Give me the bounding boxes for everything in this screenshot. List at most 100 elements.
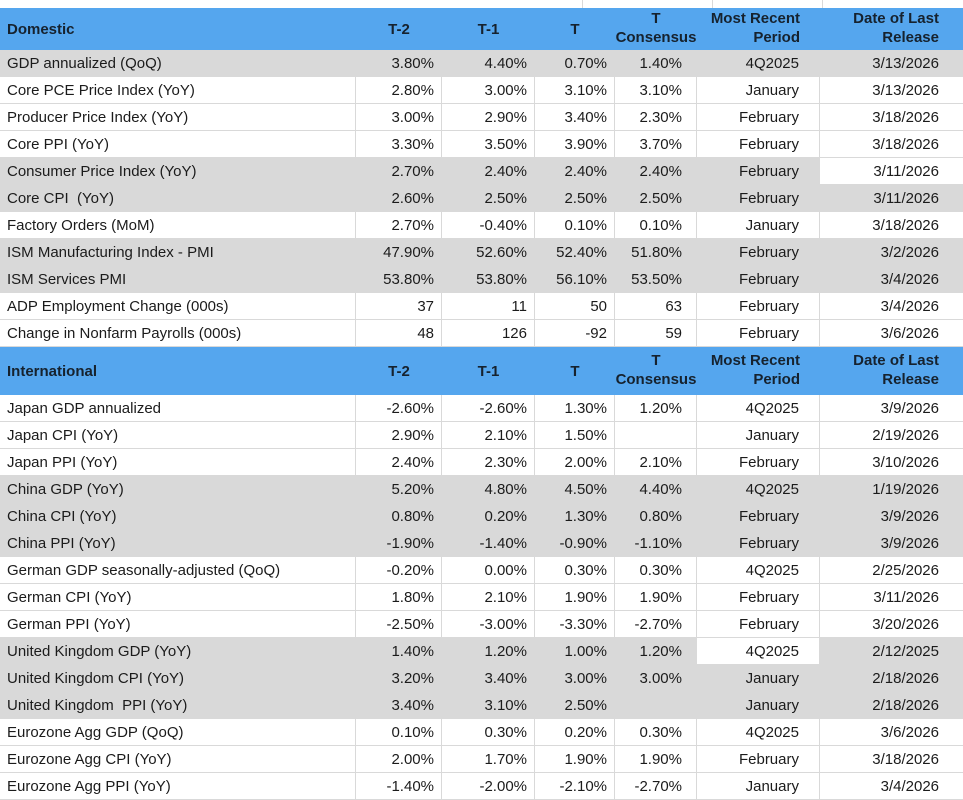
row-label-cell[interactable]: Eurozone Agg GDP (QoQ) [0, 719, 356, 745]
consensus-value-cell[interactable]: 1.90% [615, 746, 697, 772]
t2-value-cell[interactable]: 2.80% [356, 77, 442, 103]
t-value-cell[interactable]: 56.10% [535, 266, 615, 292]
consensus-value-cell[interactable]: 59 [615, 320, 697, 346]
column-header-t2[interactable]: T-2 [388, 20, 410, 38]
most-recent-period-cell[interactable]: February [697, 530, 820, 556]
most-recent-period-cell[interactable]: February [697, 611, 820, 637]
t1-value-cell[interactable]: 3.50% [442, 131, 535, 157]
t2-value-cell[interactable]: 2.70% [356, 212, 442, 238]
date-of-last-release-cell[interactable]: 2/12/2025 [872, 642, 939, 660]
most-recent-period-cell[interactable]: January [697, 665, 820, 691]
row-label-cell[interactable]: China PPI (YoY) [0, 530, 356, 556]
t-value-cell[interactable]: -0.90% [535, 530, 615, 556]
t1-value-cell[interactable]: 3.00% [442, 77, 535, 103]
consensus-value-cell[interactable]: 2.40% [615, 158, 697, 184]
date-of-last-release-cell[interactable]: 3/4/2026 [880, 297, 939, 315]
consensus-value-cell[interactable] [615, 692, 697, 718]
t2-value-cell[interactable]: -2.60% [356, 395, 442, 421]
t2-value-cell[interactable]: 2.90% [356, 422, 442, 448]
row-label-cell[interactable]: United Kingdom CPI (YoY) [0, 665, 356, 691]
t2-value-cell[interactable]: 2.70% [356, 158, 442, 184]
date-of-last-release-cell[interactable]: 2/18/2026 [872, 669, 939, 687]
column-header-most-recent-period[interactable]: Most Recent Period [697, 8, 820, 50]
most-recent-period-cell[interactable]: February [697, 158, 820, 184]
consensus-value-cell[interactable]: -1.10% [615, 530, 697, 556]
date-of-last-release-cell[interactable]: 2/18/2026 [872, 696, 939, 714]
column-header-t[interactable]: T [570, 20, 580, 38]
t2-value-cell[interactable]: 0.10% [356, 719, 442, 745]
most-recent-period-cell[interactable]: February [697, 104, 820, 130]
date-of-last-release-cell[interactable]: 3/6/2026 [880, 324, 939, 342]
row-label-cell[interactable]: China CPI (YoY) [0, 503, 356, 529]
t2-value-cell[interactable]: 1.80% [356, 584, 442, 610]
date-of-last-release-cell[interactable]: 3/18/2026 [872, 135, 939, 153]
t-value-cell[interactable]: -2.10% [535, 773, 615, 799]
row-label-cell[interactable]: Change in Nonfarm Payrolls (000s) [0, 320, 356, 346]
column-header-t[interactable]: T [570, 362, 580, 380]
most-recent-period-cell[interactable]: February [697, 584, 820, 610]
consensus-value-cell[interactable]: 0.30% [615, 719, 697, 745]
consensus-value-cell[interactable]: 0.30% [615, 557, 697, 583]
t2-value-cell[interactable]: 3.80% [356, 50, 442, 76]
t1-value-cell[interactable]: -2.60% [442, 395, 535, 421]
t-value-cell[interactable]: 0.30% [535, 557, 615, 583]
t2-value-cell[interactable]: 2.00% [356, 746, 442, 772]
t-value-cell[interactable]: 3.40% [535, 104, 615, 130]
row-label-cell[interactable]: Eurozone Agg PPI (YoY) [0, 773, 356, 799]
t-value-cell[interactable]: 2.50% [535, 692, 615, 718]
date-of-last-release-cell[interactable]: 2/19/2026 [872, 426, 939, 444]
date-of-last-release-cell[interactable]: 3/4/2026 [880, 777, 939, 795]
t1-value-cell[interactable]: -0.40% [442, 212, 535, 238]
consensus-value-cell[interactable]: 51.80% [615, 239, 697, 265]
column-header-t-consensus[interactable]: T Consensus [615, 8, 697, 50]
date-of-last-release-cell[interactable]: 3/13/2026 [872, 81, 939, 99]
row-label-cell[interactable]: German GDP seasonally-adjusted (QoQ) [0, 557, 356, 583]
date-of-last-release-cell[interactable]: 3/10/2026 [872, 453, 939, 471]
most-recent-period-cell[interactable]: 4Q2025 [697, 719, 820, 745]
t1-value-cell[interactable]: 1.70% [442, 746, 535, 772]
t2-value-cell[interactable]: 3.40% [356, 692, 442, 718]
row-label-cell[interactable]: Producer Price Index (YoY) [0, 104, 356, 130]
consensus-value-cell[interactable]: -2.70% [615, 611, 697, 637]
t1-value-cell[interactable]: -3.00% [442, 611, 535, 637]
t2-value-cell[interactable]: 2.60% [356, 185, 442, 211]
t1-value-cell[interactable]: 2.90% [442, 104, 535, 130]
consensus-value-cell[interactable]: 4.40% [615, 476, 697, 502]
consensus-value-cell[interactable]: 1.20% [615, 638, 697, 664]
most-recent-period-cell[interactable]: February [697, 449, 820, 475]
t1-value-cell[interactable]: -2.00% [442, 773, 535, 799]
column-header-t-consensus[interactable]: T Consensus [615, 347, 697, 395]
t-value-cell[interactable]: 52.40% [535, 239, 615, 265]
most-recent-period-cell[interactable]: February [697, 503, 820, 529]
t2-value-cell[interactable]: 3.00% [356, 104, 442, 130]
row-label-cell[interactable]: ISM Manufacturing Index - PMI [0, 239, 356, 265]
date-of-last-release-cell[interactable]: 3/20/2026 [872, 615, 939, 633]
t2-value-cell[interactable]: 53.80% [356, 266, 442, 292]
consensus-value-cell[interactable]: 1.90% [615, 584, 697, 610]
date-of-last-release-cell[interactable]: 3/2/2026 [880, 243, 939, 261]
most-recent-period-cell[interactable]: 4Q2025 [697, 557, 820, 583]
row-label-cell[interactable]: United Kingdom GDP (YoY) [0, 638, 356, 664]
date-of-last-release-cell[interactable]: 3/11/2026 [873, 189, 939, 207]
t-value-cell[interactable]: 2.50% [535, 185, 615, 211]
t2-value-cell[interactable]: 2.40% [356, 449, 442, 475]
date-of-last-release-cell[interactable]: 3/13/2026 [872, 54, 939, 72]
date-of-last-release-cell[interactable]: 2/25/2026 [872, 561, 939, 579]
most-recent-period-cell[interactable]: January [697, 77, 820, 103]
t2-value-cell[interactable]: -0.20% [356, 557, 442, 583]
most-recent-period-cell[interactable]: 4Q2025 [697, 50, 820, 76]
most-recent-period-cell[interactable]: February [697, 293, 820, 319]
t-value-cell[interactable]: 3.90% [535, 131, 615, 157]
row-label-cell[interactable]: Core CPI (YoY) [0, 185, 356, 211]
t1-value-cell[interactable]: 2.30% [442, 449, 535, 475]
t-value-cell[interactable]: 3.00% [535, 665, 615, 691]
t1-value-cell[interactable]: 126 [442, 320, 535, 346]
t1-value-cell[interactable]: 2.10% [442, 584, 535, 610]
row-label-cell[interactable]: China GDP (YoY) [0, 476, 356, 502]
t-value-cell[interactable]: 2.00% [535, 449, 615, 475]
column-header-date-of-last-release[interactable]: Date of Last Release [820, 8, 963, 50]
section-title-international[interactable]: International [7, 362, 98, 380]
most-recent-period-cell[interactable]: January [697, 773, 820, 799]
most-recent-period-cell[interactable]: February [697, 320, 820, 346]
t-value-cell[interactable]: 1.50% [535, 422, 615, 448]
